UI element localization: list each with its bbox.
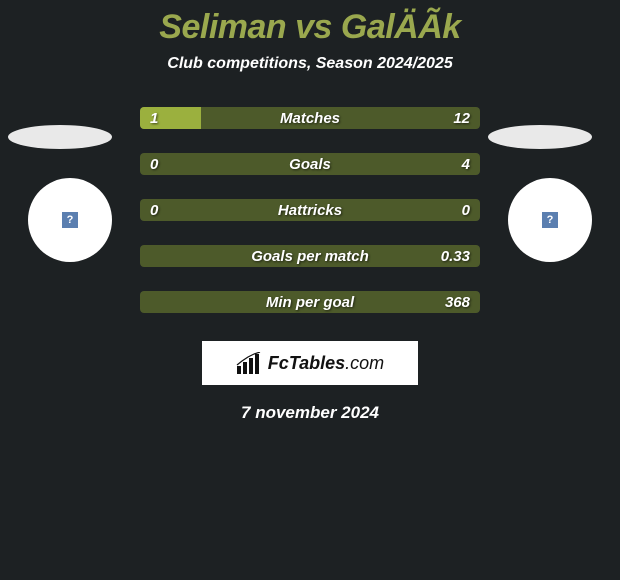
date-line: 7 november 2024 [0, 403, 620, 423]
page-title: Seliman vs GalÄÃ­k [0, 8, 620, 47]
left-player-ellipse [8, 125, 112, 149]
stat-label: Min per goal [266, 294, 354, 311]
stat-value-left: 1 [150, 110, 158, 127]
right-player-badge: ? [508, 178, 592, 262]
question-icon: ? [62, 212, 78, 228]
stat-value-right: 0.33 [441, 248, 470, 265]
left-player-badge: ? [28, 178, 112, 262]
right-player-ellipse [488, 125, 592, 149]
stat-value-right: 12 [453, 110, 470, 127]
stat-row: Goals 0 4 [140, 153, 480, 175]
bars-growth-icon [236, 352, 262, 374]
stat-label: Goals per match [251, 248, 369, 265]
subtitle: Club competitions, Season 2024/2025 [0, 55, 620, 73]
question-icon: ? [542, 212, 558, 228]
stat-label: Hattricks [278, 202, 342, 219]
stat-value-right: 4 [462, 156, 470, 173]
stat-row: Matches 1 12 [140, 107, 480, 129]
stat-row: Goals per match 0.33 [140, 245, 480, 267]
stat-label: Goals [289, 156, 331, 173]
brand-text: FcTables.com [268, 353, 384, 374]
brand-box: FcTables.com [202, 341, 418, 385]
stat-value-left: 0 [150, 156, 158, 173]
stat-value-right: 0 [462, 202, 470, 219]
brand-mid: Tables [289, 353, 345, 373]
stat-label: Matches [280, 110, 340, 127]
stat-row: Min per goal 368 [140, 291, 480, 313]
stat-row: Hattricks 0 0 [140, 199, 480, 221]
brand-pre: Fc [268, 353, 289, 373]
brand-suffix: .com [345, 353, 384, 373]
stat-value-left: 0 [150, 202, 158, 219]
stat-value-right: 368 [445, 294, 470, 311]
